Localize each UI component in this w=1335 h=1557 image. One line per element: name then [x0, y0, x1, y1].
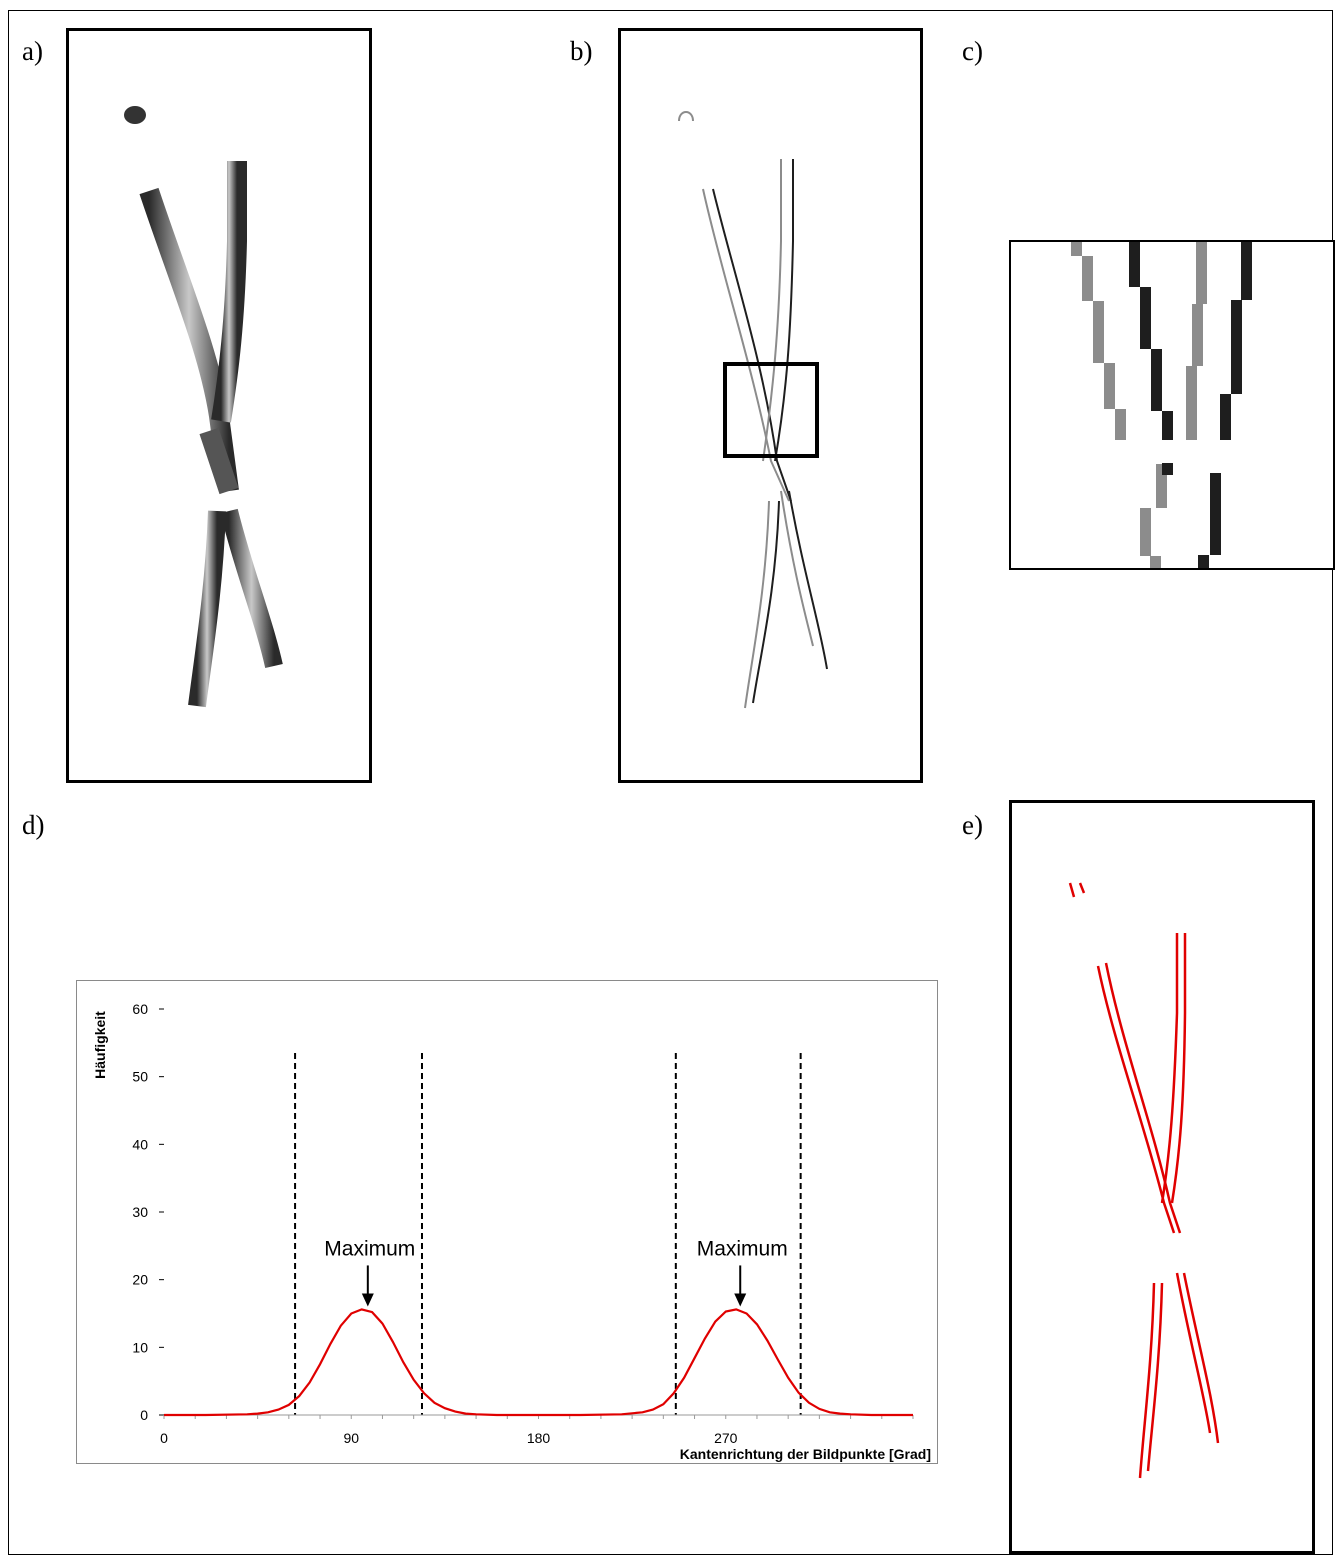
- panel-label-c: c): [962, 36, 983, 66]
- threshold-lines: [294, 1052, 802, 1415]
- x-tick-label: 180: [527, 1430, 551, 1446]
- panel-e-image: [1009, 800, 1315, 1554]
- x-axis: 0 90 180 270: [160, 1414, 914, 1446]
- panel-c-zoom: [1009, 240, 1335, 570]
- e-lower-a: [1138, 1282, 1156, 1479]
- zoom-light-pixels: [1071, 242, 1207, 568]
- edge-lower-b: [752, 500, 780, 704]
- e-lower-b: [1146, 1282, 1164, 1472]
- y-tick-label: 0: [140, 1407, 148, 1423]
- panel-c-drawing: [1071, 242, 1252, 568]
- panel-a-image: [66, 28, 372, 783]
- x-axis-title: Kantenrichtung der Bildpunkte [Grad]: [680, 1446, 931, 1462]
- e-blob-lines: [1068, 882, 1086, 898]
- e-lower-c: [1175, 1272, 1212, 1434]
- blob: [124, 106, 146, 124]
- edge-lower-c: [780, 490, 814, 647]
- edge-blob: [678, 111, 694, 122]
- zoom-dark-pixels: [1129, 242, 1252, 568]
- stripe-cross: [199, 427, 239, 495]
- edge-lower-a: [744, 500, 770, 709]
- panel-label-d: d): [22, 810, 45, 840]
- y-tick-label: 40: [132, 1136, 148, 1152]
- panel-e-drawing: [1068, 882, 1220, 1479]
- chart-svg: 0 10 20 30 40 50 60 0 90 180 270 Maximum Maximum K…: [92, 1001, 931, 1462]
- panel-label-b: b): [570, 36, 593, 66]
- panel-label-e: e): [962, 810, 983, 840]
- e-lower-d: [1182, 1272, 1220, 1444]
- panel-a-drawing: [124, 106, 283, 708]
- edge-lower-d: [788, 490, 828, 670]
- annotations: Maximum Maximum: [324, 1237, 788, 1307]
- panel-b-drawing: [678, 111, 828, 709]
- x-tick-label: 270: [714, 1430, 738, 1446]
- y-axis-title: Häufigkeit: [92, 1011, 108, 1079]
- y-tick-label: 60: [132, 1001, 148, 1017]
- panel-label-a: a): [22, 36, 43, 66]
- stripe-right-lower: [220, 508, 283, 668]
- y-axis: 0 10 20 30 40 50 60: [132, 1001, 164, 1423]
- e-right-b: [1170, 933, 1187, 1204]
- annotation-label: Maximum: [697, 1237, 788, 1260]
- stripe-left-lower: [188, 510, 226, 708]
- annotation-label: Maximum: [324, 1237, 415, 1260]
- figure-frame: [8, 10, 1333, 1555]
- edge-right-a: [762, 159, 782, 462]
- histogram-chart: 0 10 20 30 40 50 60 0 90 180 270 Maximum Maximum K…: [76, 980, 938, 1464]
- frequency-curve: [164, 1308, 913, 1417]
- y-tick-label: 10: [132, 1339, 148, 1355]
- panel-b-image: [618, 28, 923, 783]
- e-right-a: [1160, 933, 1179, 1204]
- y-tick-label: 50: [132, 1069, 148, 1085]
- y-tick-label: 20: [132, 1272, 148, 1288]
- edge-right-b: [774, 159, 794, 462]
- zoom-region-rectangle: [723, 362, 819, 458]
- x-tick-label: 0: [160, 1430, 168, 1446]
- annotation-arrow-head: [734, 1293, 747, 1307]
- e-left-a: [1096, 965, 1176, 1234]
- stripe-right-upper: [211, 161, 247, 423]
- y-tick-label: 30: [132, 1204, 148, 1220]
- edge-left-b: [712, 188, 792, 502]
- annotation-arrow-head: [361, 1293, 374, 1307]
- x-tick-label: 90: [343, 1430, 359, 1446]
- e-left-b: [1104, 962, 1182, 1234]
